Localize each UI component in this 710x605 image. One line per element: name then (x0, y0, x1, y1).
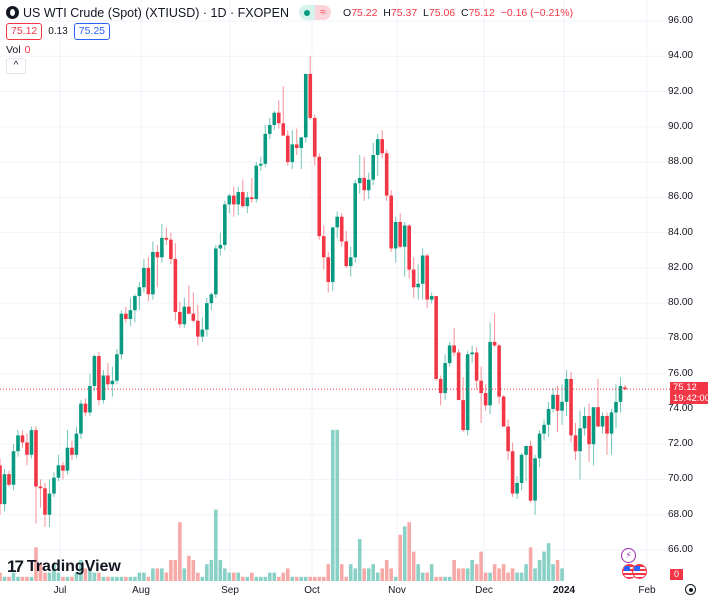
price-tick-label: 68.00 (667, 508, 693, 520)
time-tick-label: Feb (638, 585, 656, 596)
price-tick-label: 82.00 (667, 261, 693, 273)
buy-button[interactable]: 75.25 (73, 23, 111, 40)
last-price-tag: 75.12 19:42:00 (670, 382, 710, 404)
trade-row: 75.12 0.13 75.25 (6, 23, 111, 40)
volume-label: Vol (6, 44, 21, 56)
price-tick-label: 84.00 (667, 226, 693, 238)
last-price-value: 75.12 (673, 382, 697, 393)
change-value: −0.16 (−0.21%) (500, 6, 574, 19)
settings-gear-icon[interactable] (685, 584, 696, 595)
price-tick-label: 92.00 (667, 85, 693, 97)
price-tick-label: 76.00 (667, 367, 693, 379)
time-tick-label: Jul (53, 585, 67, 596)
time-tick-label: Nov (388, 585, 406, 596)
price-tick-label: 80.00 (667, 297, 693, 309)
equals-icon: ≈ (315, 5, 332, 20)
symbol-legend: US WTI Crude (Spot) (XTIUSD) · 1D · FXOP… (6, 5, 573, 20)
volume-value: 0 (24, 44, 31, 56)
time-tick-label: 2024 (552, 585, 576, 596)
price-tick-label: 96.00 (667, 15, 693, 26)
collapse-legend-button[interactable]: ^ (6, 58, 26, 74)
time-tick-label: Sep (221, 585, 239, 596)
symbol-title[interactable]: US WTI Crude (Spot) (XTIUSD) · 1D · FXOP… (23, 5, 290, 20)
time-tick-label: Dec (475, 585, 493, 596)
close-value: 75.12 (468, 6, 495, 19)
tradingview-mark-icon: 17 (7, 557, 24, 576)
price-tick-label: 74.00 (667, 402, 693, 414)
tradingview-logo[interactable]: 17 TradingView (7, 557, 121, 577)
price-tick-label: 72.00 (667, 438, 693, 450)
symbol-logo-icon (6, 6, 19, 19)
us-event-flag-icon[interactable] (632, 564, 647, 579)
volume-legend: Vol 0 (6, 44, 30, 56)
market-open-dot-icon (299, 5, 316, 20)
price-tick-label: 78.00 (667, 332, 693, 344)
price-tick-label: 90.00 (667, 120, 693, 132)
sell-button[interactable]: 75.12 (6, 23, 43, 40)
time-tick-label: Aug (132, 585, 150, 596)
price-tick-label: 66.00 (667, 543, 693, 555)
tradingview-wordmark: TradingView (26, 558, 121, 575)
ohlc-values: O75.22 H75.37 L75.06 C75.12 −0.16 (−0.21… (343, 6, 574, 19)
price-tick-label: 86.00 (667, 191, 693, 203)
high-value: 75.37 (390, 6, 418, 19)
open-value: 75.22 (351, 6, 378, 19)
volume-axis-tag: 0 (670, 569, 683, 580)
chevron-up-icon: ^ (13, 60, 19, 71)
spread-value: 0.13 (48, 26, 68, 37)
price-tick-label: 70.00 (667, 473, 693, 485)
flash-event-icon[interactable]: ⚡ (621, 548, 636, 563)
price-tick-label: 88.00 (667, 156, 693, 168)
price-tick-label: 94.00 (667, 50, 693, 62)
low-value: 75.06 (428, 6, 456, 19)
bar-countdown: 19:42:00 (673, 393, 710, 404)
time-tick-label: Oct (304, 585, 320, 596)
market-status-pill[interactable]: ≈ (299, 5, 332, 20)
